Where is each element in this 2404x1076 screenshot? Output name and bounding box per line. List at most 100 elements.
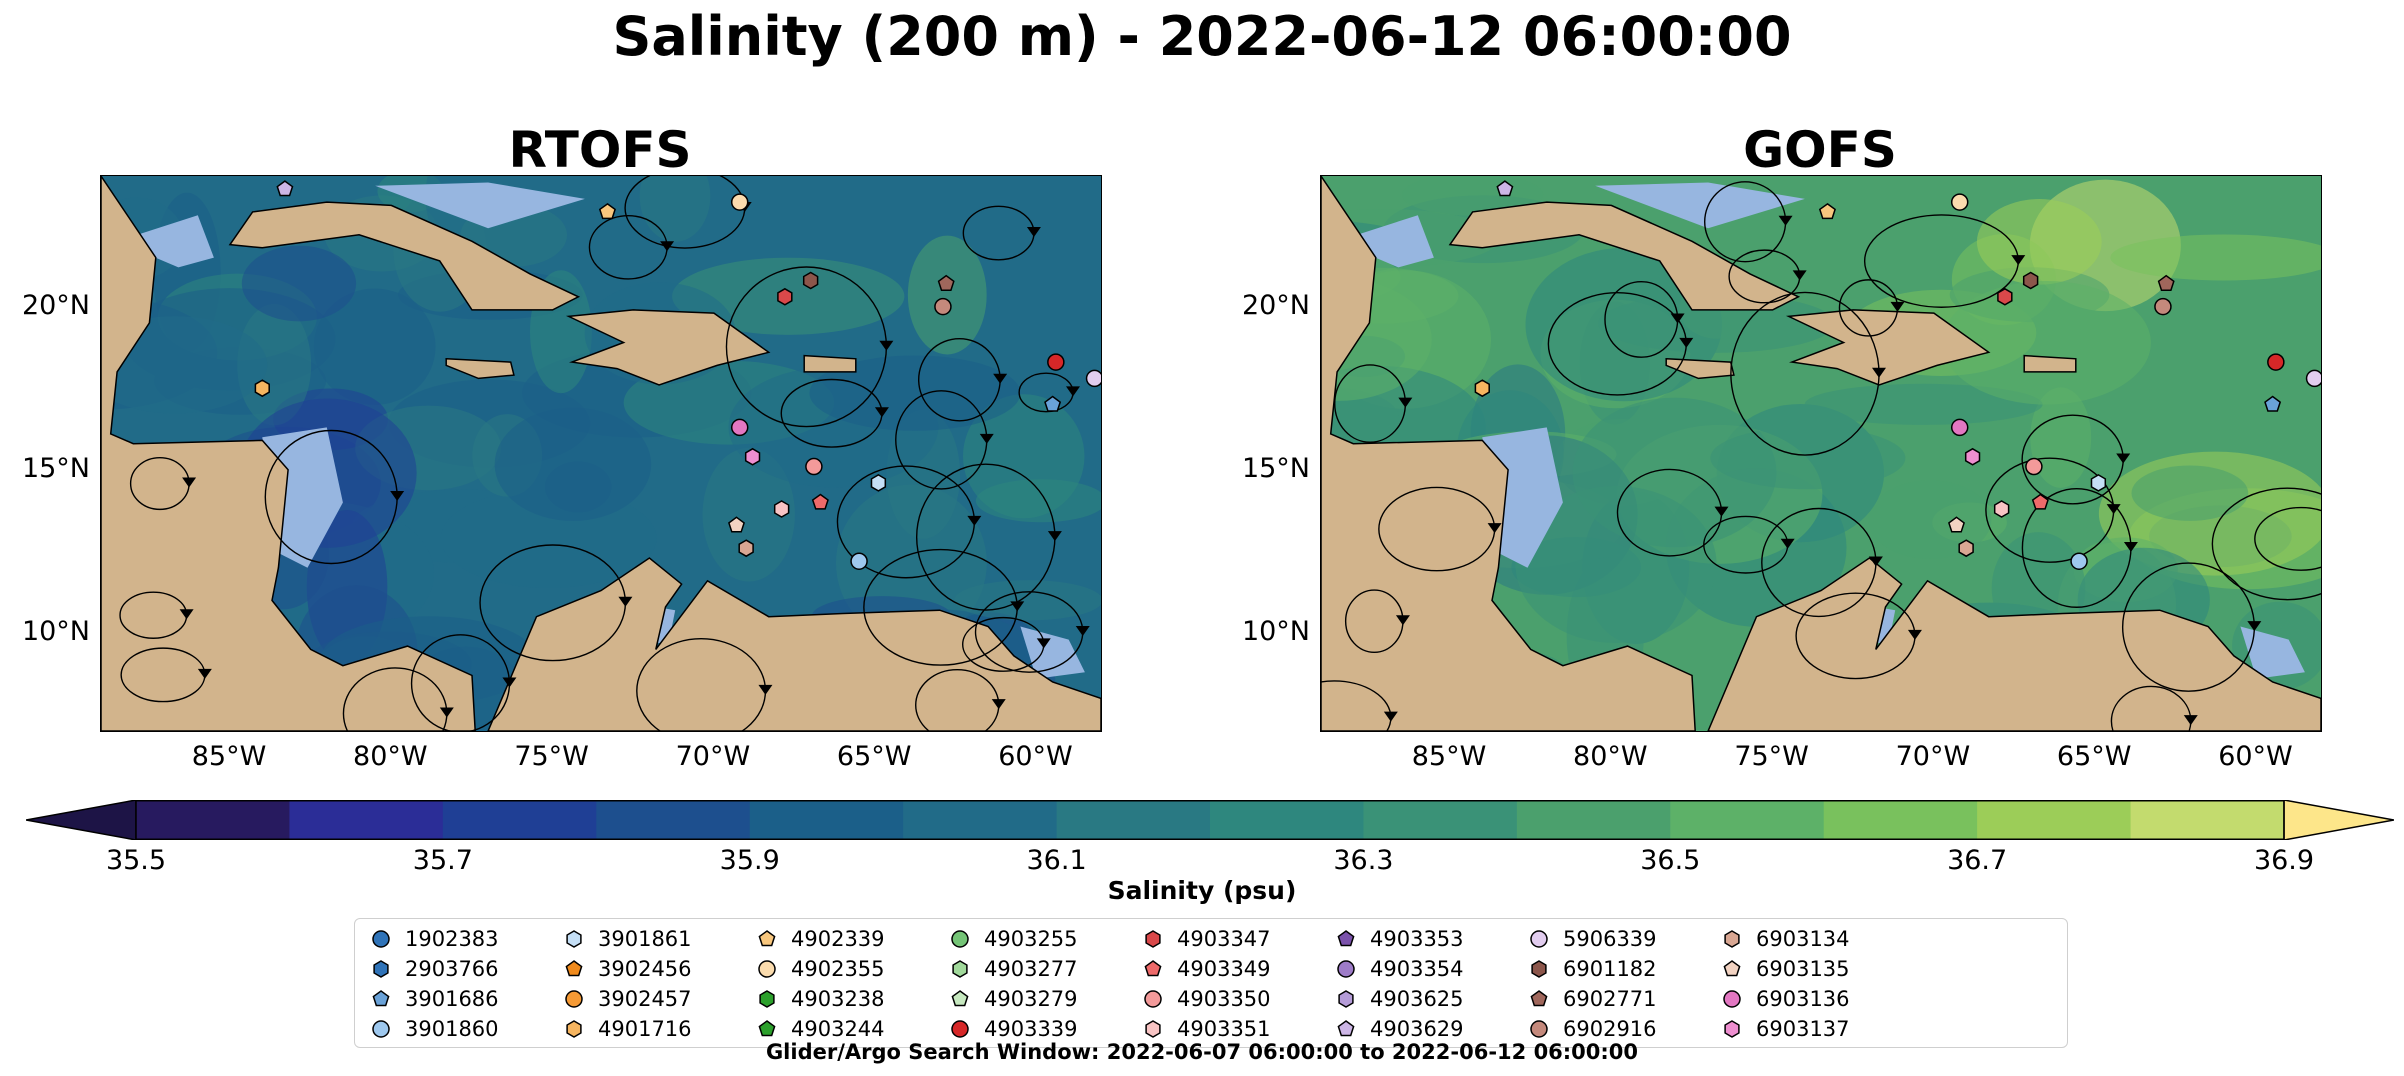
obs-marker-3901860 [850, 552, 868, 570]
legend-label: 4903277 [984, 957, 1078, 981]
legend-marker-circle [372, 1020, 390, 1038]
obs-marker-3901686 [2264, 395, 2282, 412]
colorbar-segment [1363, 800, 1518, 840]
legend-marker-hexagon [1724, 930, 1740, 948]
legend-marker-hexagon [1338, 990, 1354, 1008]
obs-marker-6903137 [1964, 447, 1981, 466]
legend-item: 3902456 [564, 957, 692, 981]
obs-marker-3901686 [1044, 395, 1062, 412]
streamline-arrow [879, 340, 894, 351]
legend-item: 6903134 [1722, 927, 1850, 951]
legend-item: 4902339 [757, 927, 885, 951]
streamline-arrow [2183, 715, 2198, 726]
legend-item: 4903350 [1143, 987, 1271, 1011]
legend-label: 4903353 [1370, 927, 1464, 951]
legend-item: 4903255 [950, 927, 1078, 951]
salinity-patch [702, 447, 795, 582]
legend-label: 4901716 [598, 1017, 692, 1041]
colorbar [25, 799, 2395, 841]
streamline-arrow [1778, 215, 1793, 226]
streamline-arrow [2116, 453, 2131, 464]
streamline-arrow [1047, 531, 1062, 542]
obs-marker-4903349 [2031, 493, 2049, 510]
streamline-arrow [1036, 638, 1051, 649]
colorbar-under [25, 799, 137, 841]
colorbar-segment [903, 800, 1058, 840]
legend-marker-hexagon [759, 990, 775, 1008]
streamline-arrow [1066, 386, 1081, 397]
salinity-patch [2131, 465, 2249, 521]
colorbar-tick-label: 36.3 [1333, 845, 1394, 876]
x-tick-label-gofs: 70°W [1895, 741, 1971, 772]
legend-marker-pentagon [1337, 930, 1355, 947]
legend-label: 4903350 [1177, 987, 1271, 1011]
legend-label: 6902916 [1563, 1017, 1657, 1041]
x-tick-label-gofs: 85°W [1411, 741, 1487, 772]
salinity-patch [1976, 199, 2102, 285]
legend-item: 4903279 [950, 987, 1078, 1011]
colorbar-segment [749, 800, 904, 840]
colorbar-segment [1516, 800, 1671, 840]
streamline-arrow [1398, 397, 1413, 408]
legend-label: 6901182 [1563, 957, 1657, 981]
colorbar-segment [1977, 800, 2132, 840]
legend-marker-hexagon [566, 1020, 582, 1038]
obs-marker-6902916 [934, 297, 952, 316]
streamline-arrow [1383, 711, 1398, 722]
salinity-patch [101, 316, 268, 414]
streamline-arrow [1868, 556, 1883, 567]
legend-item: 6902916 [1529, 1017, 1657, 1041]
legend-marker-pentagon [951, 990, 969, 1007]
shallow-shelf [375, 182, 585, 229]
legend-marker-pentagon [372, 990, 390, 1007]
salinity-patch [1710, 426, 1906, 490]
land [1665, 358, 1735, 380]
legend-label: 3902456 [598, 957, 692, 981]
obs-marker-6903134 [1958, 539, 1974, 558]
land [101, 176, 476, 731]
obs-marker-6903135 [1948, 516, 1965, 533]
salinity-patch [963, 394, 1085, 519]
legend-label: 5906339 [1563, 927, 1657, 951]
obs-marker-4902355 [730, 193, 749, 211]
streamline-arrow [2106, 504, 2121, 515]
obs-marker-3901861 [870, 474, 887, 492]
colorbar-segment [1210, 800, 1364, 840]
streamline-arrow [1714, 506, 1729, 517]
streamline-arrow [2247, 621, 2262, 632]
map-rtofs[interactable] [100, 175, 1102, 732]
obs-marker-6903137 [744, 447, 761, 466]
legend-label: 4903279 [984, 987, 1078, 1011]
colorbar-segment [1823, 800, 1978, 840]
legend-item: 6903137 [1722, 1017, 1850, 1041]
colorbar-svg [25, 799, 2395, 841]
legend-label: 6902771 [1563, 987, 1657, 1011]
obs-marker-4901716 [254, 379, 270, 398]
land [445, 358, 515, 380]
legend-item: 6903136 [1722, 987, 1850, 1011]
land [1321, 176, 1696, 731]
legend-label: 4903339 [984, 1017, 1078, 1041]
x-tick-label-gofs: 75°W [1734, 741, 1809, 772]
legend-marker-pentagon [1337, 1020, 1355, 1037]
land [487, 557, 1101, 731]
map-gofs[interactable] [1320, 175, 2322, 732]
legend-marker-circle [951, 1020, 969, 1038]
legend-label: 2903766 [405, 957, 499, 981]
streamline-arrow [502, 677, 517, 688]
legend-item: 4903244 [757, 1017, 885, 1041]
legend-label: 3901861 [598, 927, 692, 951]
streamline-arrow [991, 699, 1006, 710]
colorbar-segment [442, 800, 597, 840]
legend-label: 6903135 [1756, 957, 1850, 981]
salinity-patch [1804, 383, 2043, 425]
y-tick-label-gofs: 15°N [1241, 452, 1310, 484]
streamline-arrow [1075, 625, 1090, 636]
streamline-arrow [1792, 270, 1807, 281]
streamline-arrow [993, 373, 1008, 384]
x-tick-label-gofs: 65°W [2056, 741, 2132, 772]
colorbar-tick-label: 35.5 [105, 845, 167, 876]
legend-label: 6903134 [1756, 927, 1850, 951]
land [1785, 309, 1991, 386]
obs-marker-4903629 [1496, 180, 1514, 197]
